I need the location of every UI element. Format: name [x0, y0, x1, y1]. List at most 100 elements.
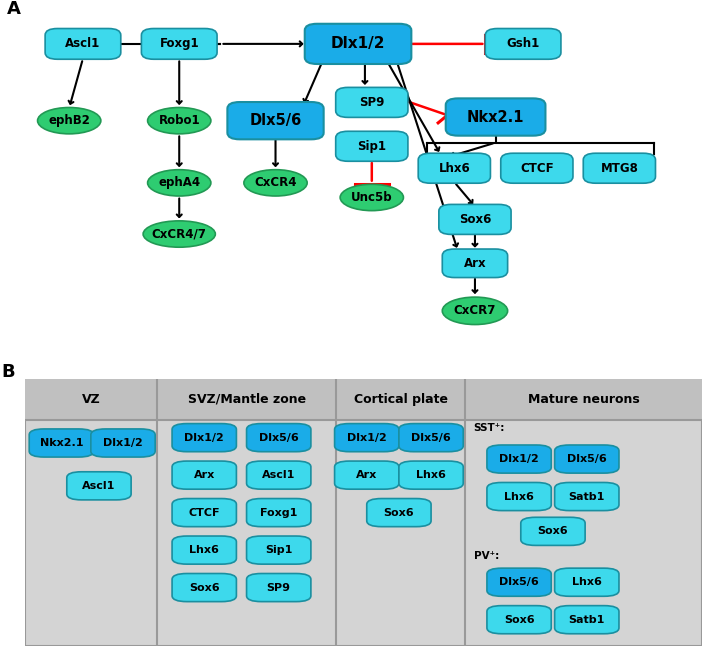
FancyBboxPatch shape [67, 471, 131, 500]
Text: Gsh1: Gsh1 [506, 37, 540, 50]
Text: Lhx6: Lhx6 [504, 492, 534, 502]
FancyBboxPatch shape [172, 536, 236, 564]
Text: Arx: Arx [356, 470, 377, 480]
Text: Dlx1/2: Dlx1/2 [184, 433, 224, 443]
Text: Lhx6: Lhx6 [189, 545, 219, 555]
Text: Sox6: Sox6 [537, 526, 568, 536]
FancyBboxPatch shape [335, 88, 408, 118]
Text: Dlx1/2: Dlx1/2 [347, 433, 386, 443]
FancyBboxPatch shape [487, 445, 552, 473]
Text: Sox6: Sox6 [459, 213, 491, 226]
FancyBboxPatch shape [554, 445, 619, 473]
Text: Dlx1/2: Dlx1/2 [499, 454, 539, 464]
FancyBboxPatch shape [29, 429, 94, 457]
Text: CxCR7: CxCR7 [454, 304, 496, 317]
FancyBboxPatch shape [439, 204, 511, 234]
FancyBboxPatch shape [247, 461, 311, 489]
FancyBboxPatch shape [247, 536, 311, 564]
Text: Sox6: Sox6 [189, 582, 220, 592]
Text: SP9: SP9 [267, 582, 291, 592]
FancyBboxPatch shape [45, 29, 121, 59]
FancyBboxPatch shape [554, 568, 619, 596]
Text: CTCF: CTCF [520, 162, 554, 175]
Ellipse shape [340, 184, 403, 211]
FancyBboxPatch shape [487, 605, 552, 634]
Text: B: B [1, 362, 15, 381]
Text: Lhx6: Lhx6 [438, 162, 470, 175]
Text: Ascl1: Ascl1 [82, 481, 116, 491]
Text: Dlx5/6: Dlx5/6 [499, 577, 539, 587]
FancyBboxPatch shape [91, 429, 155, 457]
FancyBboxPatch shape [141, 29, 217, 59]
Text: SP9: SP9 [359, 96, 384, 109]
Text: Robo1: Robo1 [158, 114, 200, 127]
Text: Sip1: Sip1 [265, 545, 292, 555]
Ellipse shape [38, 108, 101, 134]
Text: Sox6: Sox6 [384, 507, 414, 518]
Text: Dlx1/2: Dlx1/2 [103, 438, 143, 448]
Text: Cortical plate: Cortical plate [354, 393, 447, 406]
FancyBboxPatch shape [399, 461, 463, 489]
FancyBboxPatch shape [554, 483, 619, 511]
Text: Foxg1: Foxg1 [260, 507, 297, 518]
FancyBboxPatch shape [584, 153, 656, 183]
Text: Unc5b: Unc5b [351, 191, 393, 204]
FancyBboxPatch shape [485, 29, 561, 59]
Text: Nkx2.1: Nkx2.1 [467, 110, 525, 125]
FancyBboxPatch shape [442, 249, 508, 278]
FancyBboxPatch shape [247, 498, 311, 527]
Text: PV⁺:: PV⁺: [474, 551, 499, 562]
FancyBboxPatch shape [305, 24, 411, 64]
Ellipse shape [442, 297, 508, 325]
FancyBboxPatch shape [487, 483, 552, 511]
Ellipse shape [147, 170, 211, 196]
Text: Dlx5/6: Dlx5/6 [411, 433, 451, 443]
FancyBboxPatch shape [335, 461, 399, 489]
FancyBboxPatch shape [501, 153, 573, 183]
FancyBboxPatch shape [399, 424, 463, 452]
Text: Dlx5/6: Dlx5/6 [259, 433, 298, 443]
Text: Sip1: Sip1 [357, 140, 386, 153]
FancyBboxPatch shape [418, 153, 491, 183]
FancyBboxPatch shape [247, 573, 311, 601]
Text: Arx: Arx [464, 257, 486, 270]
FancyBboxPatch shape [172, 461, 236, 489]
Text: ephB2: ephB2 [48, 114, 90, 127]
Text: CTCF: CTCF [189, 507, 220, 518]
Text: A: A [7, 0, 21, 18]
Ellipse shape [147, 108, 211, 134]
Text: Nkx2.1: Nkx2.1 [40, 438, 83, 448]
FancyBboxPatch shape [228, 102, 323, 139]
Text: Dlx5/6: Dlx5/6 [250, 113, 301, 128]
Text: Lhx6: Lhx6 [572, 577, 602, 587]
FancyBboxPatch shape [487, 568, 552, 596]
FancyBboxPatch shape [172, 424, 236, 452]
Text: Satb1: Satb1 [569, 614, 605, 625]
FancyBboxPatch shape [247, 424, 311, 452]
Text: CxCR4/7: CxCR4/7 [152, 227, 206, 240]
Text: SVZ/Mantle zone: SVZ/Mantle zone [187, 393, 306, 406]
Text: Sox6: Sox6 [504, 614, 535, 625]
Text: Satb1: Satb1 [569, 492, 605, 502]
Text: Lhx6: Lhx6 [416, 470, 446, 480]
Text: ephA4: ephA4 [158, 176, 201, 189]
Text: Ascl1: Ascl1 [65, 37, 101, 50]
FancyBboxPatch shape [172, 498, 236, 527]
FancyBboxPatch shape [335, 131, 408, 161]
FancyBboxPatch shape [172, 573, 236, 601]
Text: CxCR4: CxCR4 [255, 176, 297, 189]
FancyBboxPatch shape [367, 498, 431, 527]
FancyBboxPatch shape [25, 379, 702, 421]
FancyBboxPatch shape [446, 99, 545, 136]
Text: Ascl1: Ascl1 [262, 470, 296, 480]
Text: SST⁺:: SST⁺: [474, 423, 505, 433]
Text: Foxg1: Foxg1 [160, 37, 199, 50]
FancyBboxPatch shape [335, 424, 399, 452]
Ellipse shape [143, 221, 216, 247]
FancyBboxPatch shape [25, 379, 702, 646]
Text: Dlx1/2: Dlx1/2 [331, 37, 385, 52]
Text: Dlx5/6: Dlx5/6 [567, 454, 607, 464]
Text: Mature neurons: Mature neurons [527, 393, 640, 406]
Ellipse shape [244, 170, 307, 196]
FancyBboxPatch shape [521, 517, 585, 545]
